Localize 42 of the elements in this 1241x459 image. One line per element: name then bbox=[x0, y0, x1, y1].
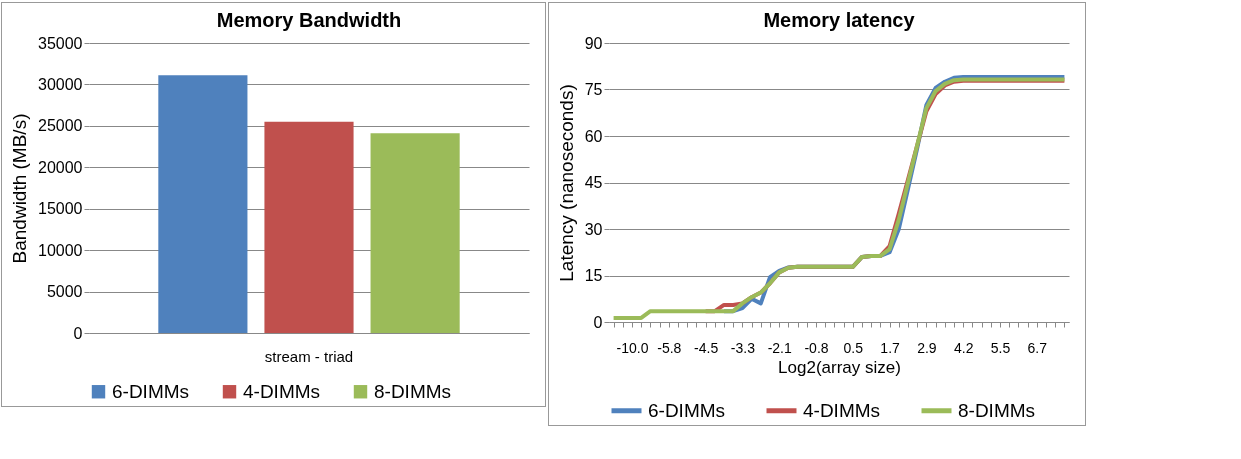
x-tick-label: 4.2 bbox=[953, 339, 974, 356]
y-axis-title: Bandwidth (MB/s) bbox=[9, 113, 31, 264]
y-tick-label: 60 bbox=[584, 127, 603, 145]
x-tick-label: -5.8 bbox=[657, 339, 682, 356]
x-tick-label: stream - triad bbox=[264, 347, 354, 365]
x-axis-title: Log2(array size) bbox=[778, 357, 901, 377]
bar bbox=[264, 121, 354, 333]
legend-label: 8-DIMMs bbox=[374, 380, 452, 402]
x-tick-label: 1.7 bbox=[880, 339, 901, 356]
legend-label: 6-DIMMs bbox=[648, 399, 726, 421]
y-axis-title: Latency (nanoseconds) bbox=[555, 84, 577, 282]
legend-label: 4-DIMMs bbox=[803, 399, 881, 421]
bar bbox=[370, 133, 460, 333]
y-tick-label: 35000 bbox=[38, 34, 83, 52]
y-tick-label: 25000 bbox=[38, 117, 83, 135]
y-tick-label: 0 bbox=[73, 324, 83, 342]
x-tick-label: -2.1 bbox=[767, 339, 792, 356]
y-tick-label: 0 bbox=[593, 313, 603, 331]
x-tick-label: 0.5 bbox=[843, 339, 864, 356]
x-tick-label: -4.5 bbox=[694, 339, 719, 356]
chart-title: Memory latency bbox=[763, 9, 916, 31]
x-tick-label: -0.8 bbox=[804, 339, 829, 356]
legend-label: 6-DIMMs bbox=[112, 380, 190, 402]
x-tick-label: -3.3 bbox=[730, 339, 756, 356]
legend-label: 8-DIMMs bbox=[958, 399, 1036, 421]
y-tick-label: 30000 bbox=[38, 75, 83, 93]
x-tick-label: 2.9 bbox=[917, 339, 937, 356]
y-tick-label: 15000 bbox=[38, 200, 83, 218]
y-tick-label: 5000 bbox=[46, 283, 83, 301]
y-tick-label: 45 bbox=[584, 174, 603, 191]
y-tick-label: 30 bbox=[584, 220, 603, 238]
x-tick-label: 5.5 bbox=[990, 339, 1011, 356]
y-tick-label: 20000 bbox=[38, 158, 83, 176]
chart-title: Memory Bandwidth bbox=[216, 9, 402, 31]
y-tick-label: 10000 bbox=[38, 241, 83, 259]
y-tick-label: 75 bbox=[584, 81, 603, 98]
y-tick-label: 90 bbox=[584, 34, 603, 52]
legend-label: 4-DIMMs bbox=[243, 380, 321, 402]
bar bbox=[158, 75, 248, 333]
x-tick-label: -10.0 bbox=[616, 339, 649, 356]
y-tick-label: 15 bbox=[584, 267, 603, 284]
x-tick-label: 6.7 bbox=[1027, 339, 1048, 356]
